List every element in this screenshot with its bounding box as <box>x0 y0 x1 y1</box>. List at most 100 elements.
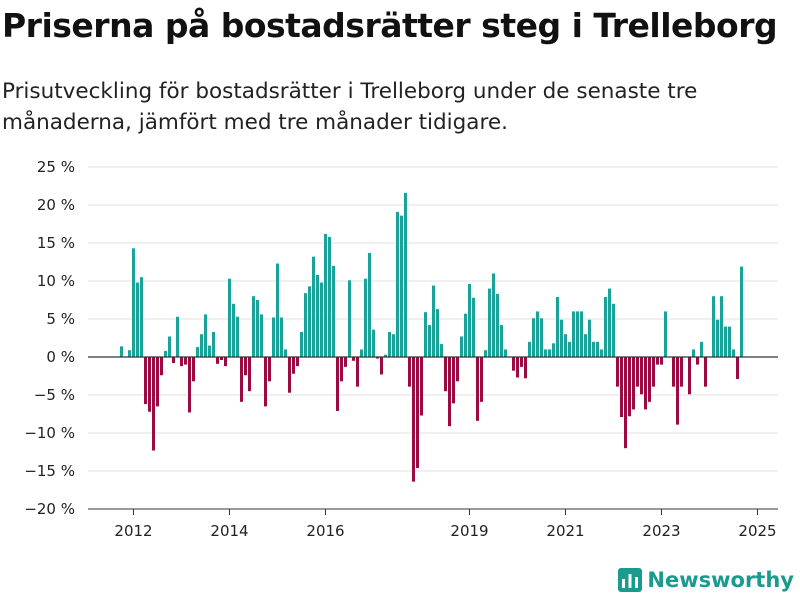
bar <box>728 326 731 357</box>
bar <box>396 211 399 357</box>
bar <box>640 357 643 395</box>
bar <box>596 341 599 357</box>
bar <box>460 336 463 357</box>
bar <box>560 319 563 357</box>
x-tick-label: 2019 <box>450 522 488 540</box>
y-tick-label: 25 % <box>37 158 75 176</box>
bar <box>280 317 283 357</box>
bar <box>168 336 171 357</box>
bar <box>264 357 267 407</box>
bar <box>660 357 663 365</box>
bar <box>232 303 235 357</box>
bar <box>216 357 219 364</box>
bar <box>732 349 735 357</box>
bar <box>332 265 335 357</box>
bar <box>720 296 723 357</box>
bar <box>432 285 435 357</box>
bar <box>476 357 479 421</box>
bar <box>672 357 675 387</box>
bar <box>256 300 259 357</box>
bar <box>196 347 199 357</box>
bar <box>428 325 431 357</box>
bar <box>164 350 167 357</box>
bar <box>528 341 531 357</box>
bar <box>404 192 407 357</box>
bar <box>680 357 683 387</box>
bar <box>484 350 487 357</box>
y-tick-label: 15 % <box>37 234 75 252</box>
bar <box>500 325 503 357</box>
bar <box>724 326 727 357</box>
bar <box>304 293 307 357</box>
bar <box>472 297 475 357</box>
bar <box>292 357 295 374</box>
bar <box>244 357 247 376</box>
bar <box>144 357 147 405</box>
bar <box>536 311 539 357</box>
bar <box>712 296 715 357</box>
bar <box>676 357 679 425</box>
bar <box>208 345 211 357</box>
bar <box>268 357 271 382</box>
brand-logo: Newsworthy <box>618 568 794 592</box>
bar <box>604 296 607 357</box>
bar <box>248 357 251 392</box>
bar <box>344 357 347 367</box>
bar <box>188 357 191 413</box>
bar <box>644 357 647 410</box>
bar <box>376 357 379 359</box>
bar <box>308 286 311 357</box>
bar <box>132 248 135 357</box>
page-title: Priserna på bostadsrätter steg i Trelleb… <box>2 6 778 45</box>
bar <box>572 311 575 357</box>
bar <box>740 266 743 357</box>
bar <box>356 357 359 387</box>
bar <box>568 341 571 357</box>
bar <box>336 357 339 411</box>
bar <box>352 357 355 361</box>
brand-name: Newsworthy <box>647 568 794 592</box>
bar <box>388 331 391 357</box>
bar <box>716 319 719 357</box>
bar <box>272 317 275 357</box>
y-tick-label: 10 % <box>37 272 75 290</box>
bar <box>540 318 543 357</box>
bar <box>520 357 523 367</box>
bar <box>464 313 467 357</box>
bar <box>416 357 419 468</box>
bar <box>616 357 619 387</box>
bar <box>372 329 375 357</box>
bar <box>656 357 659 365</box>
bar <box>544 349 547 357</box>
bar <box>300 331 303 357</box>
bar <box>288 357 291 393</box>
bar <box>448 357 451 427</box>
x-axis: 2012 2014 2016 2019 2021 2023 2025 <box>88 508 778 540</box>
bar <box>220 357 223 361</box>
bar <box>548 349 551 357</box>
bar <box>392 334 395 357</box>
bar <box>172 357 175 364</box>
bar <box>496 293 499 357</box>
bar <box>412 357 415 482</box>
bar <box>152 357 155 451</box>
bar <box>192 357 195 382</box>
bar <box>564 334 567 357</box>
bar <box>584 334 587 357</box>
y-tick-label: −15 % <box>24 462 75 480</box>
bar <box>628 357 631 417</box>
bar <box>140 277 143 357</box>
bar <box>556 296 559 357</box>
bar <box>468 284 471 357</box>
bar <box>364 278 367 357</box>
bar <box>652 357 655 387</box>
bar <box>128 350 131 357</box>
x-tick-label: 2014 <box>210 522 248 540</box>
bar <box>488 288 491 357</box>
x-tick-label: 2021 <box>546 522 584 540</box>
annotations: 12 % <box>736 0 774 4</box>
bar <box>692 349 695 357</box>
bar <box>200 334 203 357</box>
bar <box>700 341 703 357</box>
bar <box>408 357 411 387</box>
